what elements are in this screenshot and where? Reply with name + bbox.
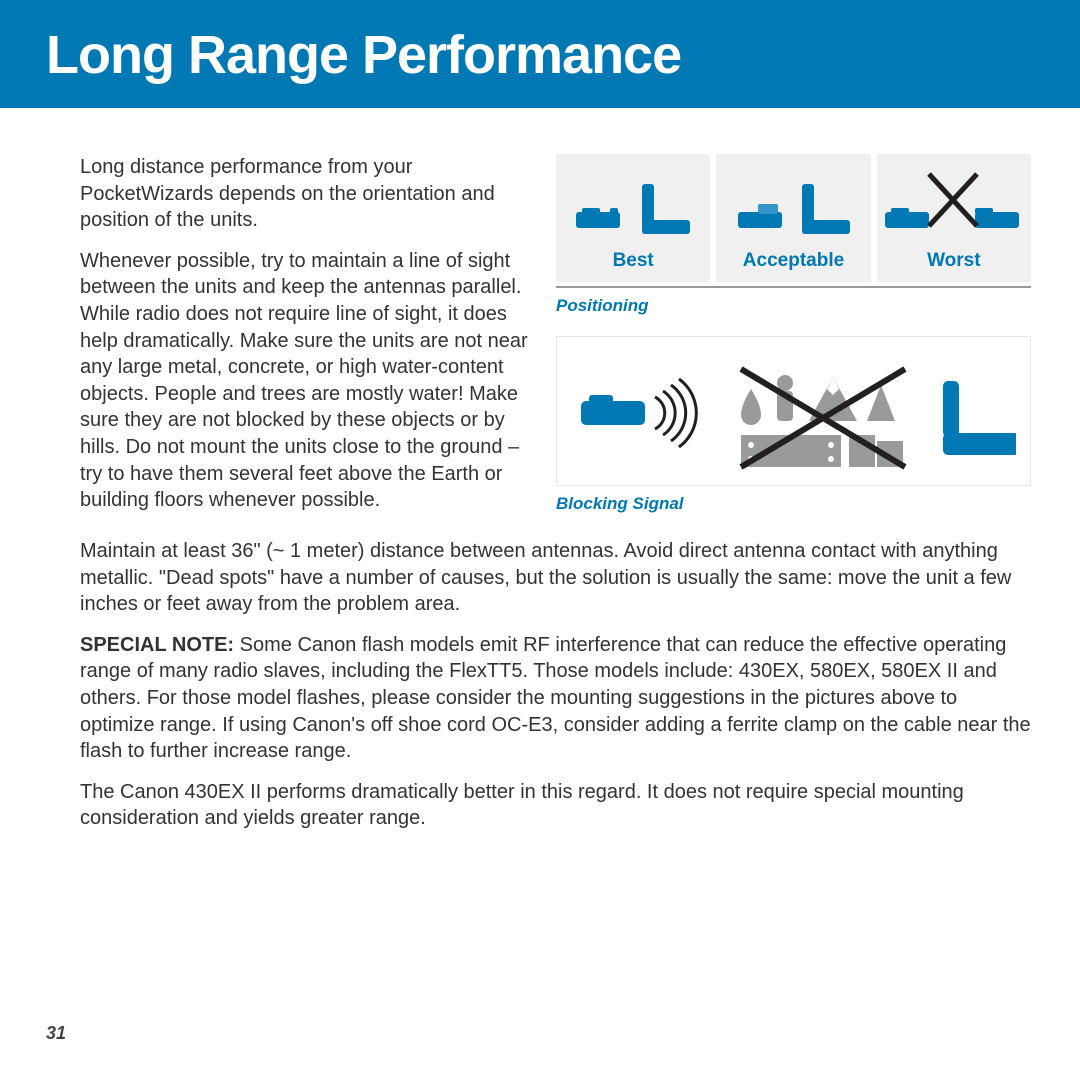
blocking-diagram [556, 336, 1031, 486]
positioning-acceptable-label: Acceptable [743, 242, 844, 282]
page-title: Long Range Performance [46, 24, 1034, 86]
positioning-acceptable: Acceptable [716, 154, 870, 282]
paragraph-intro: Long distance performance from your Pock… [80, 154, 536, 234]
positioning-best: Best [556, 154, 710, 282]
paragraph-special-note: SPECIAL NOTE: Some Canon flash models em… [80, 632, 1034, 765]
positioning-best-label: Best [613, 242, 654, 282]
paragraph-distance: Maintain at least 36" (~ 1 meter) distan… [80, 538, 1034, 618]
text-full-width: Maintain at least 36" (~ 1 meter) distan… [80, 534, 1034, 832]
header-bar: Long Range Performance [0, 0, 1080, 114]
blocking-caption: Blocking Signal [556, 494, 1031, 514]
blocking-svg [571, 341, 1016, 481]
page-number: 31 [46, 1023, 66, 1044]
special-note-label: SPECIAL NOTE: [80, 634, 234, 656]
content-area: Long distance performance from your Pock… [0, 114, 1080, 832]
paragraph-canon430: The Canon 430EX II performs dramatically… [80, 779, 1034, 832]
worst-icon [879, 164, 1029, 242]
positioning-worst-label: Worst [927, 242, 980, 282]
text-column-left: Long distance performance from your Pock… [80, 154, 536, 528]
positioning-worst: Worst [877, 154, 1031, 282]
positioning-caption: Positioning [556, 296, 1031, 316]
diagram-column: Best Acceptable [556, 154, 1031, 534]
acceptable-icon [728, 164, 858, 242]
paragraph-positioning: Whenever possible, try to maintain a lin… [80, 248, 536, 514]
best-icon [568, 164, 698, 242]
positioning-diagram: Best Acceptable [556, 154, 1031, 288]
